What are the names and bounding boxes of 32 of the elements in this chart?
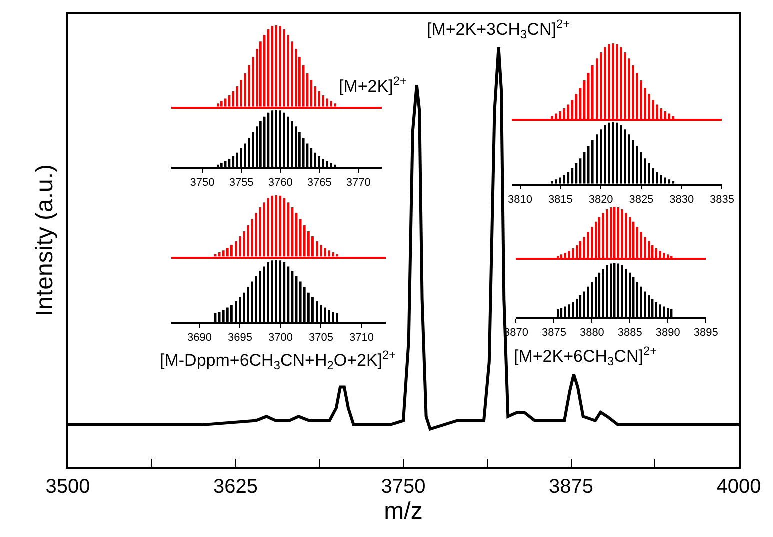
x-tick-label: 3760 <box>268 177 293 190</box>
x-tick-label: 4000 <box>716 476 762 498</box>
x-tick-label: 3885 <box>618 327 642 340</box>
x-tick-label: 3875 <box>549 476 594 498</box>
x-tick-label: 3625 <box>214 476 258 498</box>
annotation: [M+2K+3CH$_{3}$CN]$^{2+}$ <box>427 17 570 42</box>
x-tick-label: 3750 <box>381 476 426 498</box>
x-tick-label: 3875 <box>542 327 566 340</box>
x-tick-label: 3825 <box>629 194 654 206</box>
x-tick-label: 3810 <box>508 194 533 206</box>
x-tick-label: 3835 <box>710 194 734 206</box>
x-tick-label: 3700 <box>268 332 293 344</box>
annotation: [M+2K+6CH$_{3}$CN]$^{2+}$ <box>514 344 658 369</box>
x-tick-label: 3815 <box>548 194 573 206</box>
annotation: [M-Dppm+6CH$_{3}$CN+H$_{2}$O+2K]$^{2+}$ <box>160 348 396 373</box>
annotation: [M+2K]$^{2+}$ <box>339 74 407 96</box>
x-tick-label: 3895 <box>694 327 718 340</box>
x-tick-label: 3690 <box>187 332 212 344</box>
x-tick-label: 3710 <box>350 332 374 344</box>
x-tick-label: 3695 <box>228 332 252 344</box>
x-tick-label: 3890 <box>656 327 680 340</box>
x-tick-label: 3500 <box>46 476 90 498</box>
x-tick-label: 3765 <box>307 177 332 190</box>
y-axis-title: Intensity (a.u.) <box>32 164 59 317</box>
x-tick-label: 3880 <box>580 327 604 340</box>
x-tick-label: 3755 <box>229 177 254 190</box>
x-tick-label: 3750 <box>190 177 215 190</box>
x-tick-label: 3830 <box>670 194 694 206</box>
x-axis-title: m/z <box>384 498 423 525</box>
x-tick-label: 3705 <box>308 332 334 344</box>
x-tick-label: 3820 <box>588 194 614 206</box>
x-tick-label: 3770 <box>346 177 371 190</box>
